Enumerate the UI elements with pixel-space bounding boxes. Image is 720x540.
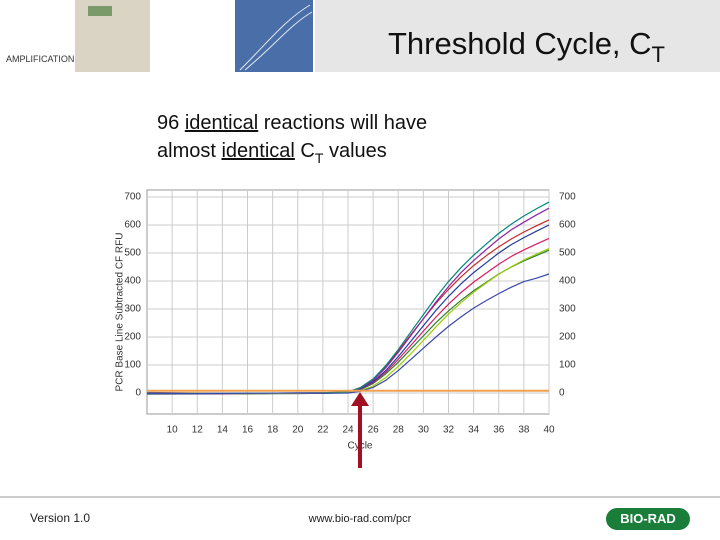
y-tick-label: 200: [124, 332, 141, 343]
y2-tick-label: 300: [559, 304, 576, 315]
x-tick-label: 10: [167, 425, 179, 436]
data-line: [146, 273, 550, 395]
y2-tick-label: 100: [559, 360, 576, 371]
footer-logo-text: BIO-RAD: [620, 511, 676, 526]
x-tick-label: 24: [342, 425, 354, 436]
x-tick-label: 22: [317, 425, 329, 436]
y-tick-label: 600: [124, 220, 141, 231]
footer-url: www.bio-rad.com/pcr: [308, 513, 412, 525]
body-text: reactions will have: [258, 112, 427, 134]
body-line: almost identical CT values: [157, 140, 387, 166]
x-tick-label: 18: [267, 425, 279, 436]
y2-tick-label: 600: [559, 220, 576, 231]
body-text: 96: [157, 112, 185, 134]
section-label: AMPLIFICATION: [6, 54, 74, 64]
body-subscript: T: [315, 150, 324, 166]
y-tick-label: 0: [135, 388, 141, 399]
x-tick-label: 40: [543, 425, 555, 436]
body-text: values: [323, 140, 386, 162]
body-text: almost: [157, 140, 221, 162]
x-tick-label: 32: [443, 425, 455, 436]
y-axis-label: PCR Base Line Subtracted CF RFU: [115, 233, 126, 392]
y-tick-label: 400: [124, 276, 141, 287]
curves-image-detail: [239, 4, 313, 71]
y2-tick-label: 200: [559, 332, 576, 343]
instrument-image-detail: [88, 6, 112, 16]
y2-tick-label: 700: [559, 192, 576, 203]
body-underlined: identical: [185, 112, 258, 134]
x-tick-label: 12: [192, 425, 204, 436]
x-tick-label: 34: [468, 425, 480, 436]
arrow-head: [351, 392, 369, 406]
x-tick-label: 26: [368, 425, 380, 436]
x-tick-label: 16: [242, 425, 254, 436]
title-subscript: T: [652, 42, 665, 67]
y-tick-label: 500: [124, 248, 141, 259]
footer-logo: [606, 508, 690, 530]
x-tick-label: 28: [393, 425, 405, 436]
x-tick-label: 36: [493, 425, 505, 436]
y-tick-label: 700: [124, 192, 141, 203]
y2-tick-label: 0: [559, 388, 565, 399]
y-tick-label: 100: [124, 360, 141, 371]
footer-version: Version 1.0: [30, 511, 90, 525]
x-tick-label: 38: [518, 425, 530, 436]
x-tick-label: 30: [418, 425, 430, 436]
body-text: C: [295, 140, 315, 162]
body-line: 96 identical reactions will have: [157, 112, 427, 134]
x-tick-label: 14: [217, 425, 229, 436]
x-tick-label: 20: [292, 425, 304, 436]
y-tick-label: 300: [124, 304, 141, 315]
slide-title: Threshold Cycle, CT: [388, 26, 665, 67]
body-underlined: identical: [221, 140, 294, 162]
instrument-image: [75, 0, 150, 72]
y2-tick-label: 500: [559, 248, 576, 259]
header-band: [315, 0, 720, 72]
title-text: Threshold Cycle, C: [388, 26, 652, 61]
y2-tick-label: 400: [559, 276, 576, 287]
